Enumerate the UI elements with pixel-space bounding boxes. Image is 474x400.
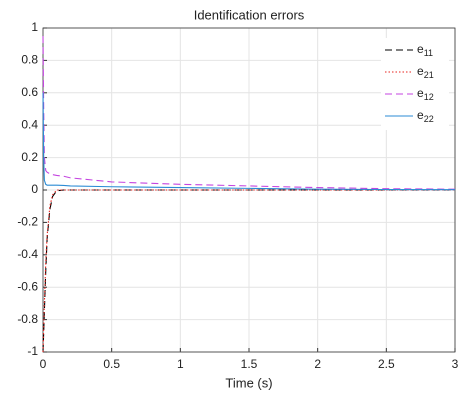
x-tick-label: 0.5 (103, 357, 120, 371)
y-tick-label: 1 (31, 20, 38, 34)
y-tick-label: -0.4 (17, 247, 38, 261)
series-line (42, 92, 456, 191)
chart-title: Identification errors (194, 7, 305, 22)
legend-label: e21 (417, 64, 434, 80)
x-tick-label: 2 (314, 357, 321, 371)
y-tick-label: 0 (31, 182, 38, 196)
y-tick-label: 0.4 (21, 117, 38, 131)
x-axis-label: Time (s) (225, 375, 272, 390)
x-tick-label: 1.5 (241, 357, 258, 371)
x-tick-label: 3 (452, 357, 459, 371)
y-tick-label: -0.2 (17, 215, 38, 229)
series-line (42, 36, 456, 190)
legend-label: e11 (417, 42, 433, 58)
y-tick-label: -0.6 (17, 279, 38, 293)
legend-label: e12 (417, 86, 434, 102)
x-tick-label: 1 (177, 357, 184, 371)
legend-box (381, 38, 449, 130)
y-tick-label: 0.6 (21, 85, 38, 99)
y-tick-label: 0.8 (21, 53, 38, 67)
y-tick-label: -0.8 (17, 312, 38, 326)
x-tick-label: 2.5 (378, 357, 395, 371)
x-tick-label: 0 (40, 357, 47, 371)
y-tick-label: -1 (27, 344, 38, 358)
legend-label: e22 (417, 108, 434, 124)
y-tick-label: 0.2 (21, 150, 38, 164)
